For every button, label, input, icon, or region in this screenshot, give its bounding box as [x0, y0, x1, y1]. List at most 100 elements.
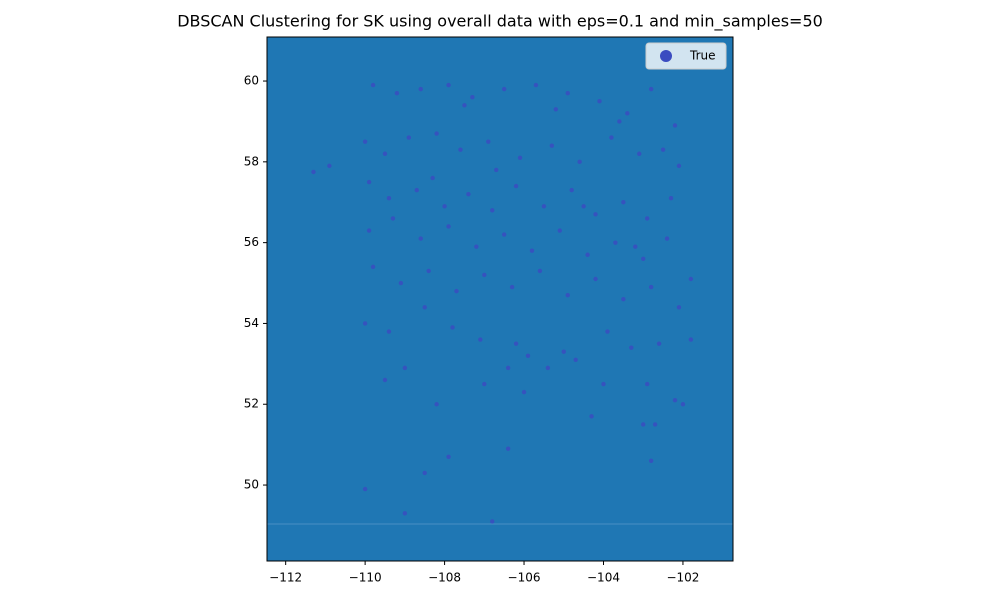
point	[521, 389, 527, 395]
x-tick-label: −110	[349, 571, 382, 585]
point	[327, 163, 332, 169]
y-tick-label: 60	[244, 74, 259, 88]
point	[426, 268, 431, 274]
point	[573, 357, 578, 363]
point	[442, 204, 447, 209]
point	[382, 377, 388, 383]
point	[648, 284, 654, 290]
point	[629, 345, 634, 350]
point	[569, 187, 574, 193]
point	[680, 402, 686, 407]
point	[366, 179, 372, 185]
point	[509, 284, 515, 290]
point	[501, 86, 507, 92]
point	[450, 325, 455, 330]
point	[656, 341, 662, 346]
point	[676, 163, 682, 169]
point	[386, 329, 392, 334]
point	[406, 135, 412, 140]
point	[390, 216, 396, 221]
y-tick-label: 54	[244, 316, 259, 330]
point	[466, 191, 471, 197]
point	[430, 175, 435, 181]
point	[672, 398, 678, 403]
point	[434, 402, 439, 407]
point	[557, 228, 562, 233]
point	[660, 147, 666, 152]
point	[593, 276, 598, 282]
point	[613, 240, 618, 245]
point	[474, 244, 479, 249]
point	[501, 232, 507, 237]
point	[565, 292, 570, 298]
point	[553, 107, 559, 112]
point	[478, 337, 483, 342]
point	[577, 159, 582, 165]
legend-box	[645, 42, 727, 70]
point	[370, 264, 376, 270]
point	[597, 99, 602, 104]
point	[402, 365, 408, 371]
point	[505, 446, 511, 451]
point	[370, 82, 376, 88]
point	[565, 90, 570, 96]
point	[601, 381, 606, 387]
point	[668, 195, 674, 201]
y-tick-label: 58	[244, 154, 259, 168]
point	[422, 305, 427, 310]
point	[414, 187, 419, 193]
point	[418, 236, 423, 241]
point	[486, 139, 491, 144]
point	[458, 147, 463, 152]
point	[418, 86, 423, 92]
point	[402, 511, 408, 516]
point	[311, 169, 316, 175]
point	[525, 353, 531, 358]
point	[545, 365, 551, 371]
point	[648, 86, 654, 92]
point	[394, 90, 400, 96]
legend-label: True	[689, 49, 716, 63]
point	[382, 151, 388, 156]
y-tick-label: 50	[244, 478, 259, 492]
point	[446, 454, 451, 459]
point	[605, 329, 610, 334]
point	[637, 151, 642, 156]
point	[621, 200, 626, 205]
point	[470, 94, 475, 100]
legend-marker	[660, 50, 672, 62]
point	[672, 123, 678, 128]
point	[621, 297, 626, 302]
point	[386, 195, 392, 201]
point	[688, 276, 694, 282]
point	[593, 212, 598, 217]
point	[561, 349, 566, 354]
x-tick-label: −106	[508, 571, 541, 585]
point	[462, 103, 467, 108]
x-tick-label: −102	[666, 571, 699, 585]
point	[362, 486, 368, 492]
point	[633, 244, 638, 249]
point	[541, 204, 547, 209]
point	[366, 228, 372, 233]
point	[446, 224, 451, 229]
point	[422, 470, 427, 476]
point	[644, 381, 650, 387]
point	[585, 252, 590, 257]
y-tick-label: 52	[244, 397, 259, 411]
point	[362, 321, 368, 326]
point	[454, 288, 459, 294]
point	[641, 256, 646, 262]
point	[505, 365, 511, 371]
point	[641, 422, 646, 427]
point	[533, 82, 539, 88]
x-tick-label: −104	[587, 571, 620, 585]
point	[644, 216, 650, 221]
point	[434, 131, 439, 136]
plot-frame	[266, 36, 734, 562]
point	[494, 167, 499, 173]
point	[625, 111, 630, 116]
point	[513, 183, 519, 189]
chart-title: DBSCAN Clustering for SK using overall d…	[177, 12, 823, 32]
y-tick-label: 56	[244, 235, 259, 249]
